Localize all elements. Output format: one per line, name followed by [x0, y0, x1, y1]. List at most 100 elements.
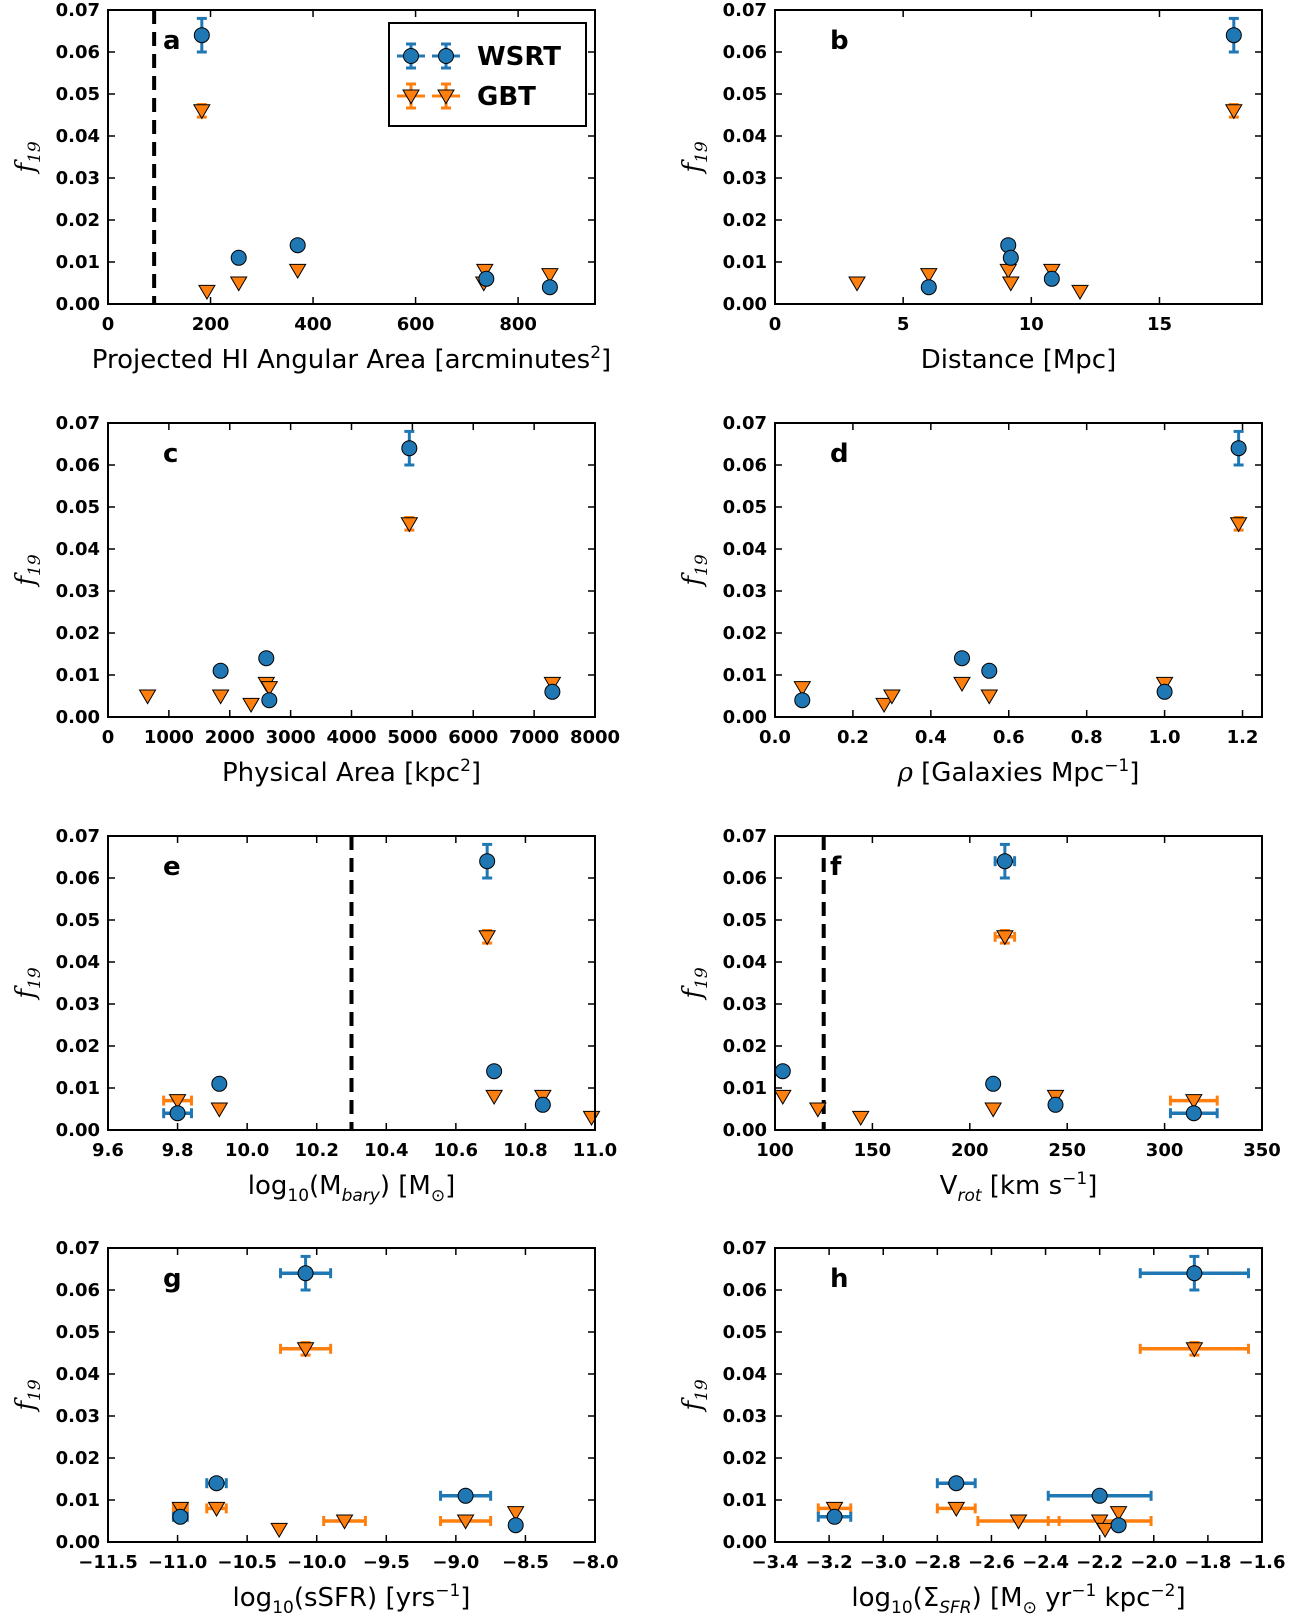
y-tick-label: 0.01: [723, 1078, 767, 1099]
data-point-gbt: [279, 1341, 333, 1358]
x-axis-label: Distance [Mpc]: [921, 345, 1116, 375]
data-point-gbt: [288, 263, 307, 279]
x-tick-label: 0: [102, 314, 115, 335]
legend-triangle-marker: [402, 89, 420, 105]
circle-marker: [211, 1075, 228, 1092]
y-tick-label: 0.06: [56, 42, 100, 63]
data-point-gbt: [506, 1506, 525, 1522]
x-tick-label: 9.8: [162, 1140, 194, 1161]
data-point-wsrt: [162, 1105, 193, 1122]
circle-marker: [544, 683, 561, 700]
circle-marker: [534, 1096, 551, 1113]
y-tick-label: 0.06: [56, 455, 100, 476]
data-point-gbt: [848, 276, 866, 292]
data-point-gbt: [541, 268, 559, 284]
x-tick-label: −3.2: [806, 1552, 853, 1573]
plot-frame: [774, 9, 1263, 305]
y-tick-label: 0.04: [56, 539, 100, 560]
triangle-marker: [270, 1522, 289, 1538]
y-axis-label: f19: [678, 967, 712, 1000]
plot-frame: [107, 422, 596, 718]
data-point-gbt: [953, 676, 971, 692]
x-axis-label: log10(sSFR) [yrs−1]: [233, 1581, 471, 1616]
circle-marker: [1043, 270, 1060, 287]
y-tick-label: 0.02: [723, 623, 767, 644]
circle-marker: [1110, 1517, 1127, 1534]
legend: WSRT GBT: [388, 22, 587, 127]
data-point-wsrt: [993, 842, 1017, 880]
plot-frame: [107, 835, 596, 1131]
x-tick-label: 200: [951, 1140, 989, 1161]
plot-frame: [107, 1247, 596, 1543]
data-point-wsrt: [954, 650, 971, 667]
y-axis-label: f19: [678, 1379, 712, 1412]
y-tick-label: 0.07: [56, 0, 100, 21]
circle-marker: [996, 853, 1013, 870]
circle-marker: [920, 279, 937, 296]
y-tick-label: 0.04: [723, 952, 767, 973]
x-tick-label: −3.4: [752, 1552, 799, 1573]
data-point-gbt: [793, 681, 812, 697]
x-tick-label: 0.8: [1071, 727, 1103, 748]
circle-marker: [1186, 1265, 1203, 1282]
legend-circle-marker: [403, 48, 419, 64]
y-axis-label: f19: [678, 141, 712, 174]
triangle-marker: [793, 681, 812, 697]
triangle-marker: [1009, 1514, 1028, 1530]
data-point-wsrt: [289, 237, 306, 254]
x-axis-label: Projected HI Angular Area [arcminutes2]: [92, 343, 611, 375]
circle-marker: [948, 1475, 965, 1492]
y-tick-label: 0.05: [56, 84, 100, 105]
x-tick-label: 10: [1019, 314, 1044, 335]
data-point-gbt: [270, 1522, 289, 1538]
y-tick-label: 0.04: [56, 1364, 100, 1385]
x-tick-label: 15: [1147, 314, 1172, 335]
circle-marker: [1185, 1105, 1202, 1122]
triangle-marker: [999, 263, 1018, 279]
circle-marker: [985, 1075, 1002, 1092]
y-tick-label: 0.01: [56, 252, 100, 273]
x-tick-label: 800: [499, 314, 537, 335]
y-tick-label: 0.00: [56, 294, 100, 315]
circle-marker: [1230, 440, 1247, 457]
circle-marker: [954, 650, 971, 667]
triangle-marker: [288, 263, 307, 279]
triangle-marker: [980, 689, 999, 705]
plot-frame: [774, 422, 1263, 718]
circle-marker: [169, 1105, 186, 1122]
y-tick-label: 0.04: [56, 126, 100, 147]
data-point-wsrt: [261, 692, 278, 709]
data-point-wsrt: [1225, 16, 1242, 54]
data-point-gbt: [875, 697, 893, 713]
triangle-marker: [541, 268, 559, 284]
triangle-marker: [478, 930, 497, 946]
data-point-wsrt: [401, 429, 418, 467]
data-point-gbt: [1224, 103, 1243, 120]
data-point-gbt: [1046, 1514, 1153, 1530]
data-point-wsrt: [1156, 683, 1173, 700]
data-point-gbt: [198, 284, 216, 300]
data-point-wsrt: [279, 1254, 333, 1292]
y-tick-label: 0.07: [723, 1238, 767, 1259]
circle-marker: [212, 662, 229, 679]
y-tick-label: 0.02: [56, 210, 100, 231]
x-axis-label: log10(Mbary) [M⊙]: [248, 1171, 456, 1206]
data-point-gbt: [229, 276, 248, 292]
y-tick-label: 0.06: [723, 868, 767, 889]
x-tick-label: 11.0: [573, 1140, 617, 1161]
triangle-marker: [808, 1102, 827, 1118]
data-point-wsrt: [1168, 1105, 1219, 1122]
plot-frame: [774, 835, 1263, 1131]
y-tick-label: 0.05: [56, 1322, 100, 1343]
x-tick-label: 150: [854, 1140, 892, 1161]
data-point-wsrt: [774, 1063, 791, 1080]
y-tick-label: 0.00: [56, 1120, 100, 1141]
x-tick-label: −2.2: [1076, 1552, 1123, 1573]
x-tick-label: −10.0: [287, 1552, 347, 1573]
triangle-marker: [456, 1514, 475, 1530]
triangle-marker: [485, 1089, 503, 1105]
data-point-gbt: [582, 1110, 601, 1126]
data-point-gbt: [205, 1501, 228, 1517]
panel-letter: h: [830, 1264, 849, 1294]
